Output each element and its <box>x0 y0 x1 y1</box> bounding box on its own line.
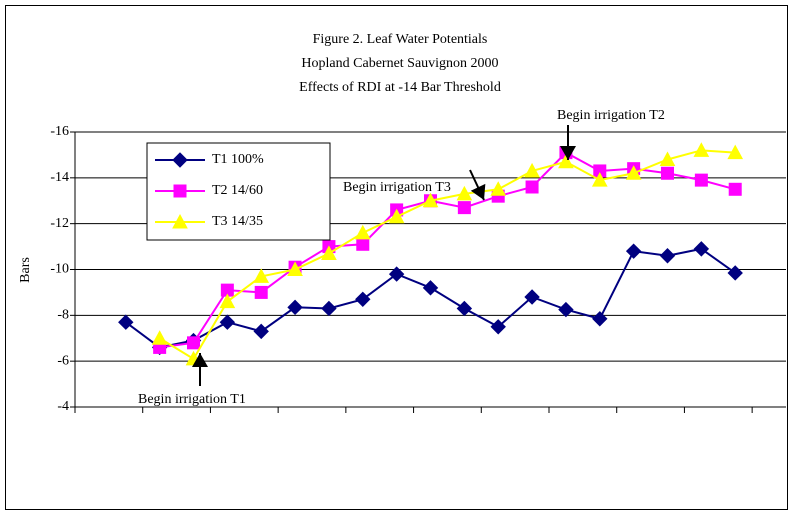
chart-title: Hopland Cabernet Sauvignon 2000 <box>301 56 498 71</box>
marker <box>694 173 708 187</box>
marker <box>151 330 168 345</box>
marker <box>591 172 608 187</box>
marker <box>118 314 134 330</box>
marker <box>457 201 471 215</box>
marker <box>253 323 269 340</box>
annotation-arrowhead <box>470 183 486 200</box>
marker <box>354 224 371 240</box>
annotation-arrowhead <box>192 353 208 367</box>
marker <box>524 289 540 305</box>
marker <box>524 162 540 178</box>
marker <box>693 142 710 157</box>
annotation: Begin irrigation T3 <box>343 180 451 195</box>
marker <box>558 153 574 169</box>
chart-frame <box>5 5 788 510</box>
marker <box>659 151 676 166</box>
marker <box>321 245 337 260</box>
marker <box>625 165 642 180</box>
marker <box>661 166 674 180</box>
marker <box>356 237 370 251</box>
marker <box>727 265 743 281</box>
y-tick-label: -16 <box>50 124 69 139</box>
y-tick-label: -10 <box>50 262 69 277</box>
y-tick-label: -14 <box>50 170 69 185</box>
marker <box>490 319 506 335</box>
marker <box>254 285 268 299</box>
annotation: Begin irrigation T1 <box>138 392 246 407</box>
chart-title: Effects of RDI at -14 Bar Threshold <box>299 80 501 95</box>
annotation: Begin irrigation T2 <box>557 108 665 123</box>
marker <box>592 311 608 327</box>
marker <box>728 182 742 196</box>
y-tick-label: -4 <box>57 399 69 414</box>
y-tick-label: -12 <box>50 216 69 231</box>
marker <box>253 268 270 283</box>
marker <box>558 301 574 318</box>
marker <box>727 144 744 160</box>
marker <box>490 181 507 196</box>
marker <box>388 208 405 224</box>
y-tick-label: -8 <box>57 308 69 323</box>
marker <box>693 241 710 257</box>
y-tick-label: -6 <box>57 353 69 368</box>
marker <box>625 243 642 259</box>
marker <box>525 180 539 194</box>
marker <box>456 185 473 201</box>
chart-title: Figure 2. Leaf Water Potentials <box>313 32 488 47</box>
legend-label: T1 100% <box>212 152 264 167</box>
marker <box>456 300 473 317</box>
legend-label: T2 14/60 <box>212 183 263 198</box>
legend-label: T3 14/35 <box>212 214 263 229</box>
marker <box>219 293 236 309</box>
marker <box>187 336 200 350</box>
marker <box>219 314 236 330</box>
marker <box>287 261 303 276</box>
marker <box>659 248 676 264</box>
marker <box>422 280 439 296</box>
marker <box>172 213 188 229</box>
marker <box>355 291 371 307</box>
marker <box>388 266 405 282</box>
marker <box>287 299 303 316</box>
annotation-arrowhead <box>560 146 576 160</box>
y-axis-label: Bars <box>18 257 33 283</box>
marker <box>173 184 187 198</box>
marker <box>321 300 337 317</box>
marker <box>172 152 188 168</box>
marker <box>422 192 439 208</box>
